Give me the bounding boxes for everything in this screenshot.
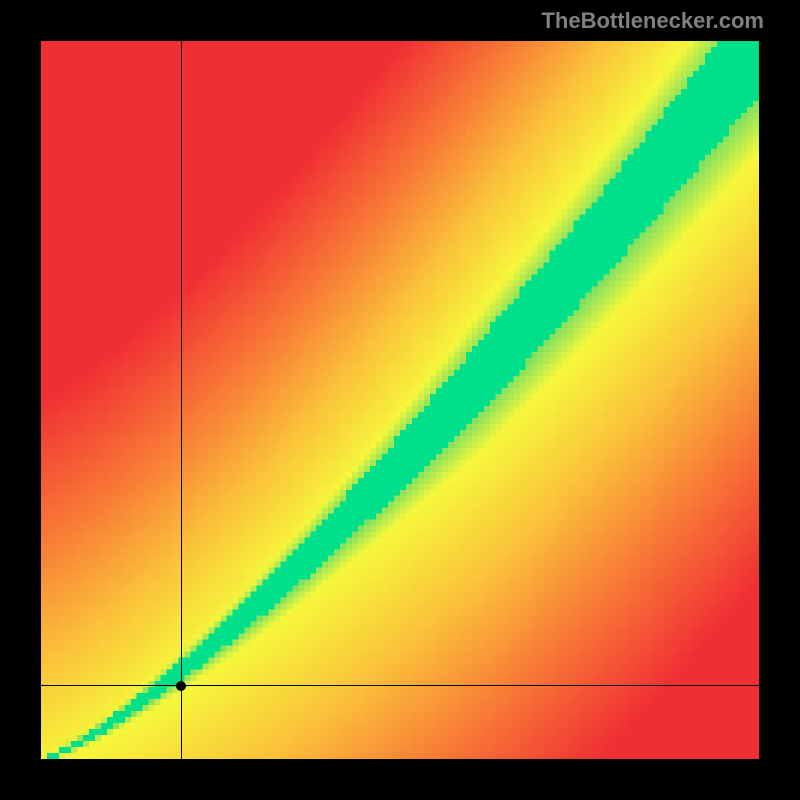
crosshair-horizontal bbox=[41, 685, 759, 686]
heatmap-chart bbox=[41, 41, 759, 759]
crosshair-dot bbox=[176, 681, 186, 691]
watermark-text: TheBottlenecker.com bbox=[541, 8, 764, 34]
heatmap-canvas bbox=[41, 41, 759, 759]
crosshair-vertical bbox=[181, 41, 182, 759]
